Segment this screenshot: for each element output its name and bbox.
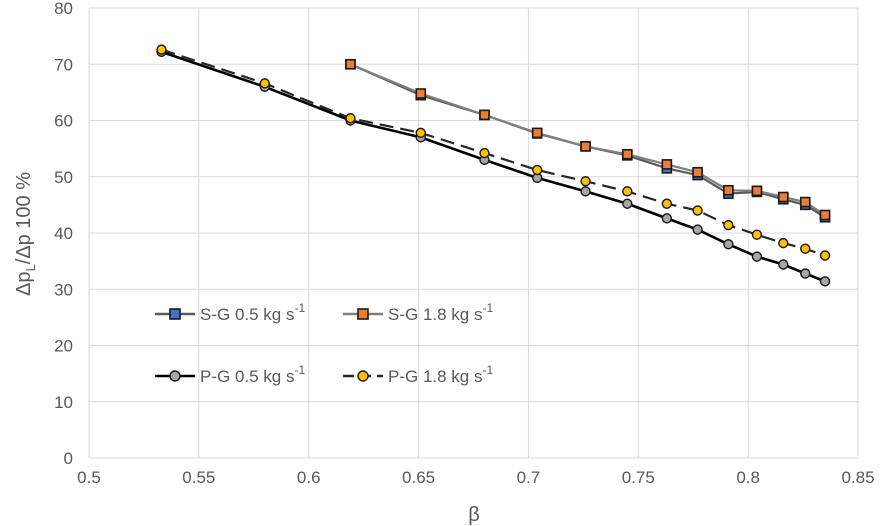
series-2 [156, 46, 831, 287]
data-point [156, 44, 167, 55]
legend-label-sup: -1 [294, 363, 305, 377]
legend-item: P-G 1.8 kg s-1 [343, 363, 493, 386]
y-tick-label: 70 [54, 55, 73, 74]
legend-marker [169, 370, 181, 382]
legend-marker [169, 308, 181, 320]
y-tick-label: 0 [64, 449, 73, 468]
legend-item: P-G 0.5 kg s-1 [155, 363, 305, 386]
data-point [819, 209, 831, 221]
y-tick-label: 80 [54, 0, 73, 18]
data-point [800, 268, 811, 279]
data-point [531, 127, 543, 139]
data-point [259, 78, 270, 89]
legend-label: S-G 1.8 kg s-1 [388, 301, 493, 324]
data-point [751, 229, 763, 240]
x-axis-title: β [468, 504, 480, 526]
legend-label-main: S-G 1.8 kg s [388, 305, 482, 324]
grid-layer [88, 7, 859, 459]
data-point [621, 148, 633, 160]
data-point [778, 259, 789, 270]
data-point [692, 224, 703, 235]
legend-label-main: S-G 0.5 kg s [200, 305, 294, 324]
data-point [799, 196, 811, 208]
data-point [778, 237, 789, 249]
legend-layer: S-G 0.5 kg s-1 S-G 1.8 kg s-1P-G 0.5 kg s… [155, 301, 493, 386]
data-point [751, 185, 763, 197]
data-point [661, 198, 673, 209]
data-point [622, 186, 633, 197]
legend-label-sup: -1 [294, 301, 305, 315]
legend-item: S-G 0.5 kg s-1 [155, 301, 305, 324]
data-point [819, 250, 831, 261]
y-tick-label: 40 [54, 224, 73, 243]
data-point [692, 205, 703, 216]
y-tick-label: 20 [54, 337, 73, 356]
axis-layer: 0.5 0.55 0.6 0.65 0.7 0.75 0.8 0.85 0 10 20 30 40 50 6… [54, 0, 874, 487]
data-point [415, 127, 426, 139]
data-point [723, 184, 734, 196]
data-point [345, 113, 356, 124]
x-tick-label: 0.6 [297, 468, 321, 487]
legend-label-sup: -1 [482, 363, 493, 377]
data-point [415, 88, 427, 99]
data-point [580, 141, 591, 152]
y-axis-title-main: Δp [13, 272, 35, 296]
legend-label-main: P-G 0.5 kg s [200, 367, 294, 386]
legend-label: P-G 1.8 kg s-1 [388, 363, 493, 386]
data-point [580, 186, 591, 197]
x-tick-label: 0.8 [736, 468, 760, 487]
x-tick-label: 0.85 [841, 468, 874, 487]
x-tick-label: 0.5 [77, 468, 101, 487]
data-point [692, 166, 703, 178]
data-point [661, 213, 673, 224]
data-point [479, 147, 490, 159]
y-axis-title: ΔpL/Δp 100 % [13, 172, 38, 296]
x-tick-label: 0.75 [622, 468, 655, 487]
x-tick-label: 0.65 [402, 468, 435, 487]
y-tick-label: 10 [54, 393, 73, 412]
series-1 [345, 58, 831, 221]
data-point [479, 109, 490, 121]
legend-marker [357, 370, 369, 382]
y-axis-title-subscript: L [23, 264, 38, 271]
data-point [777, 191, 789, 203]
y-axis-title-rest: /Δp 100 % [13, 172, 35, 265]
data-point [580, 176, 591, 187]
data-point [661, 159, 673, 170]
legend-marker [357, 308, 369, 320]
y-tick-label: 50 [54, 168, 73, 187]
legend-label-main: P-G 1.8 kg s [388, 367, 482, 386]
legend-item: S-G 1.8 kg s-1 [343, 301, 493, 324]
data-point [751, 251, 763, 262]
data-point [819, 276, 831, 287]
data-point [723, 219, 734, 231]
data-point [800, 243, 811, 254]
legend-label: S-G 0.5 kg s-1 [200, 301, 305, 324]
data-point [532, 164, 543, 176]
series-layer [156, 44, 831, 287]
y-tick-label: 60 [54, 112, 73, 131]
data-point [345, 58, 356, 70]
legend-label: P-G 0.5 kg s-1 [200, 363, 305, 386]
y-tick-label: 30 [54, 280, 73, 299]
x-tick-label: 0.7 [517, 468, 541, 487]
data-point [622, 198, 633, 209]
data-point [723, 239, 734, 250]
series-3 [156, 44, 831, 261]
legend-label-sup: -1 [482, 301, 493, 315]
x-tick-label: 0.55 [182, 468, 215, 487]
